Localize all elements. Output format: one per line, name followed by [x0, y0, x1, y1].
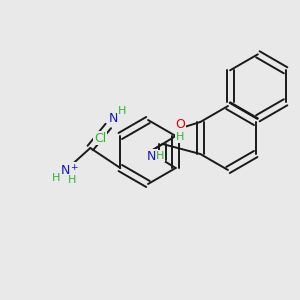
- Text: N: N: [61, 164, 70, 178]
- Text: H: H: [68, 175, 76, 185]
- Text: Cl: Cl: [94, 131, 106, 145]
- Text: H: H: [176, 132, 184, 142]
- Text: N: N: [147, 149, 156, 163]
- Text: O: O: [175, 118, 185, 131]
- Text: H: H: [118, 106, 127, 116]
- Text: N: N: [109, 112, 118, 125]
- Text: +: +: [70, 163, 78, 172]
- Text: H: H: [156, 151, 165, 161]
- Text: H: H: [52, 173, 61, 183]
